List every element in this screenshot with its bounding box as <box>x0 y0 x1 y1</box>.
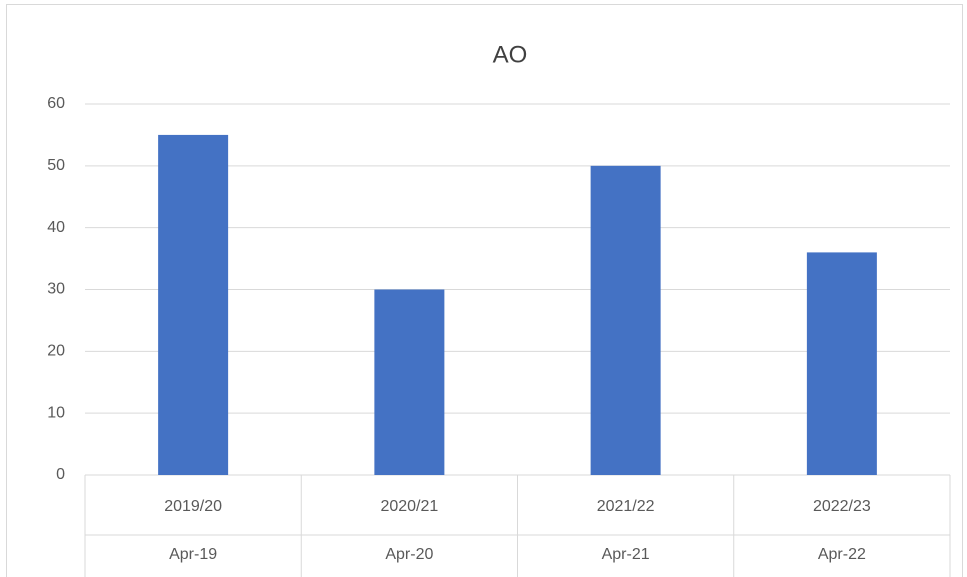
chart-title: AO <box>493 41 528 68</box>
y-tick-label: 20 <box>47 343 65 360</box>
x-sub-tick-label: Apr-19 <box>169 546 217 563</box>
x-tick-label: 2022/23 <box>813 498 871 515</box>
x-tick-label: 2021/22 <box>597 498 655 515</box>
y-tick-label: 0 <box>56 466 65 483</box>
bar <box>158 134 229 475</box>
y-tick-label: 30 <box>47 281 65 298</box>
y-tick-label: 10 <box>47 404 65 421</box>
x-tick-label: 2020/21 <box>380 498 438 515</box>
bar <box>374 289 445 475</box>
y-tick-label: 60 <box>47 95 65 112</box>
x-sub-tick-label: Apr-22 <box>818 546 866 563</box>
y-tick-label: 40 <box>47 219 65 236</box>
x-tick-label: 2019/20 <box>164 498 222 515</box>
bar <box>806 252 877 475</box>
x-sub-tick-label: Apr-20 <box>385 546 433 563</box>
x-sub-tick-label: Apr-21 <box>602 546 650 563</box>
y-tick-label: 50 <box>47 157 65 174</box>
bar <box>590 165 661 476</box>
